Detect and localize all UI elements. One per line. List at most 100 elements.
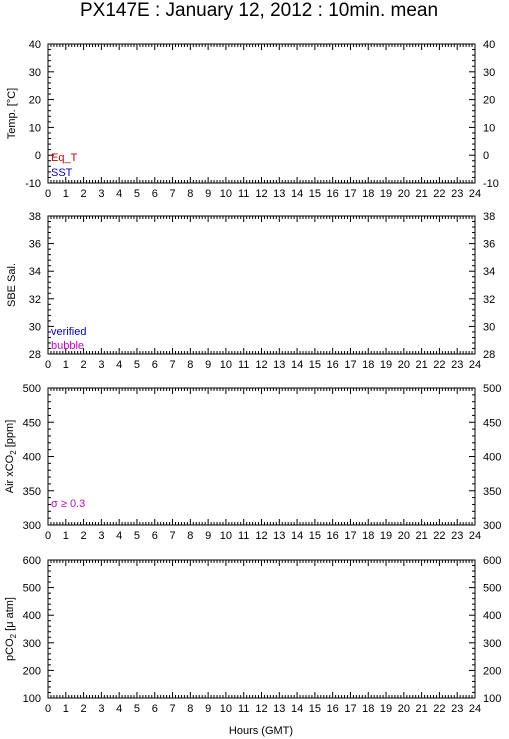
y-tick-label-right: 400: [483, 610, 501, 622]
x-tick-label: 8: [187, 188, 193, 200]
y-tick-label-right: 300: [483, 520, 501, 532]
y-tick-label-right: 30: [483, 67, 495, 79]
y-axis-label: Air xCO2 [ppm]: [4, 420, 18, 494]
chart-title: PX147E : January 12, 2012 : 10min. mean: [80, 0, 438, 21]
y-tick-label-left: 36: [29, 239, 41, 251]
panel-4: 0 1 2 3 4 5 6 7 8 9 10 11 12 13 14 15 16 17 18 19 20 21 22 23 24…: [4, 555, 501, 715]
y-tick-label-left: 200: [23, 665, 41, 677]
y-tick-label-left: 30: [29, 321, 41, 333]
x-tick-label: 1: [63, 188, 69, 200]
plot-frame: [47, 559, 476, 699]
x-tick-label: 18: [362, 188, 374, 200]
y-axis-label: Temp. [°C]: [6, 88, 18, 139]
x-tick-label: 23: [451, 188, 463, 200]
x-tick-label: 4: [116, 359, 122, 371]
y-tick-label-right: 0: [483, 150, 489, 162]
x-tick-label: 0: [45, 359, 51, 371]
x-tick-label: 14: [291, 530, 303, 542]
x-tick-label: 16: [327, 359, 339, 371]
x-tick-label: 6: [152, 703, 158, 715]
x-tick-label: 14: [291, 703, 303, 715]
x-tick-label: 22: [433, 188, 445, 200]
y-tick-label-right: 20: [483, 95, 495, 107]
x-tick-label: 13: [273, 188, 285, 200]
x-tick-label: 20: [398, 359, 410, 371]
x-tick-label: 19: [380, 359, 392, 371]
x-tick-label: 11: [238, 188, 249, 200]
x-tick-label: 18: [362, 359, 374, 371]
x-tick-label: 21: [416, 530, 428, 542]
x-tick-label: 11: [238, 530, 249, 542]
x-tick-label: 12: [255, 188, 267, 200]
x-tick-label: 13: [273, 530, 285, 542]
x-tick-label: 1: [63, 530, 69, 542]
y-tick-label-left: 38: [29, 211, 41, 223]
x-tick-label: 13: [273, 703, 285, 715]
x-tick-label: 3: [98, 703, 104, 715]
x-tick-label: 15: [309, 703, 321, 715]
x-tick-label: 4: [116, 703, 122, 715]
x-tick-label: 8: [187, 703, 193, 715]
x-tick-label: 5: [134, 188, 140, 200]
y-tick-label-left: 0: [35, 150, 41, 162]
x-tick-label: 6: [152, 530, 158, 542]
x-tick-label: 16: [327, 530, 339, 542]
x-tick-label: 4: [116, 188, 122, 200]
x-tick-label: 19: [380, 530, 392, 542]
x-tick-label: 1: [63, 703, 69, 715]
x-tick-label: 12: [255, 359, 267, 371]
x-axis-label: Hours (GMT): [229, 725, 293, 737]
x-tick-label: 17: [344, 359, 356, 371]
y-tick-label-left: -10: [25, 178, 41, 190]
x-tick-label: 8: [187, 530, 193, 542]
x-tick-label: 24: [469, 530, 481, 542]
x-tick-label: 12: [255, 703, 267, 715]
y-tick-label-left: 400: [23, 610, 41, 622]
y-tick-label-right: 34: [483, 266, 495, 278]
legend-entry: bubble: [51, 340, 84, 352]
x-tick-label: 9: [205, 188, 211, 200]
x-tick-label: 17: [344, 703, 356, 715]
x-tick-label: 19: [380, 188, 392, 200]
x-tick-label: 4: [116, 530, 122, 542]
x-tick-label: 2: [81, 703, 87, 715]
y-tick-label-right: 500: [483, 383, 501, 395]
x-tick-label: 17: [344, 188, 356, 200]
x-tick-label: 6: [152, 188, 158, 200]
y-tick-label-left: 100: [23, 693, 41, 705]
y-tick-label-left: 30: [29, 67, 41, 79]
x-tick-label: 10: [220, 703, 232, 715]
y-tick-label-left: 300: [23, 520, 41, 532]
y-tick-label-left: 350: [23, 486, 41, 498]
plot-frame: [47, 43, 476, 184]
x-tick-label: 8: [187, 359, 193, 371]
x-tick-label: 24: [469, 188, 481, 200]
y-tick-label-left: 20: [29, 95, 41, 107]
plot-frame: [47, 387, 476, 526]
y-tick-label-left: 34: [29, 266, 41, 278]
legend-entry: Eq_T: [51, 152, 78, 164]
x-tick-label: 20: [398, 703, 410, 715]
y-tick-label-left: 500: [23, 383, 41, 395]
y-axis-label: pCO2 [μ atm]: [4, 597, 18, 661]
x-tick-label: 23: [451, 530, 463, 542]
x-tick-label: 16: [327, 703, 339, 715]
x-tick-label: 7: [169, 703, 175, 715]
y-tick-label-right: 36: [483, 239, 495, 251]
x-tick-label: 15: [309, 188, 321, 200]
x-tick-label: 13: [273, 359, 285, 371]
y-tick-label-right: 30: [483, 321, 495, 333]
y-tick-label-left: 40: [29, 39, 41, 51]
y-tick-label-left: 10: [29, 122, 41, 134]
y-tick-label-right: 350: [483, 486, 501, 498]
x-tick-label: 15: [309, 359, 321, 371]
x-tick-label: 7: [169, 188, 175, 200]
x-tick-label: 10: [220, 530, 232, 542]
panel-2: 0 1 2 3 4 5 6 7 8 9 10 11 12 13 14 15 16 17 18 19 20 21 22 23 24…: [6, 211, 495, 371]
x-tick-label: 2: [81, 188, 87, 200]
y-tick-label-right: 400: [483, 452, 501, 464]
x-tick-label: 5: [134, 703, 140, 715]
y-tick-label-right: 600: [483, 555, 501, 567]
x-tick-label: 2: [81, 530, 87, 542]
